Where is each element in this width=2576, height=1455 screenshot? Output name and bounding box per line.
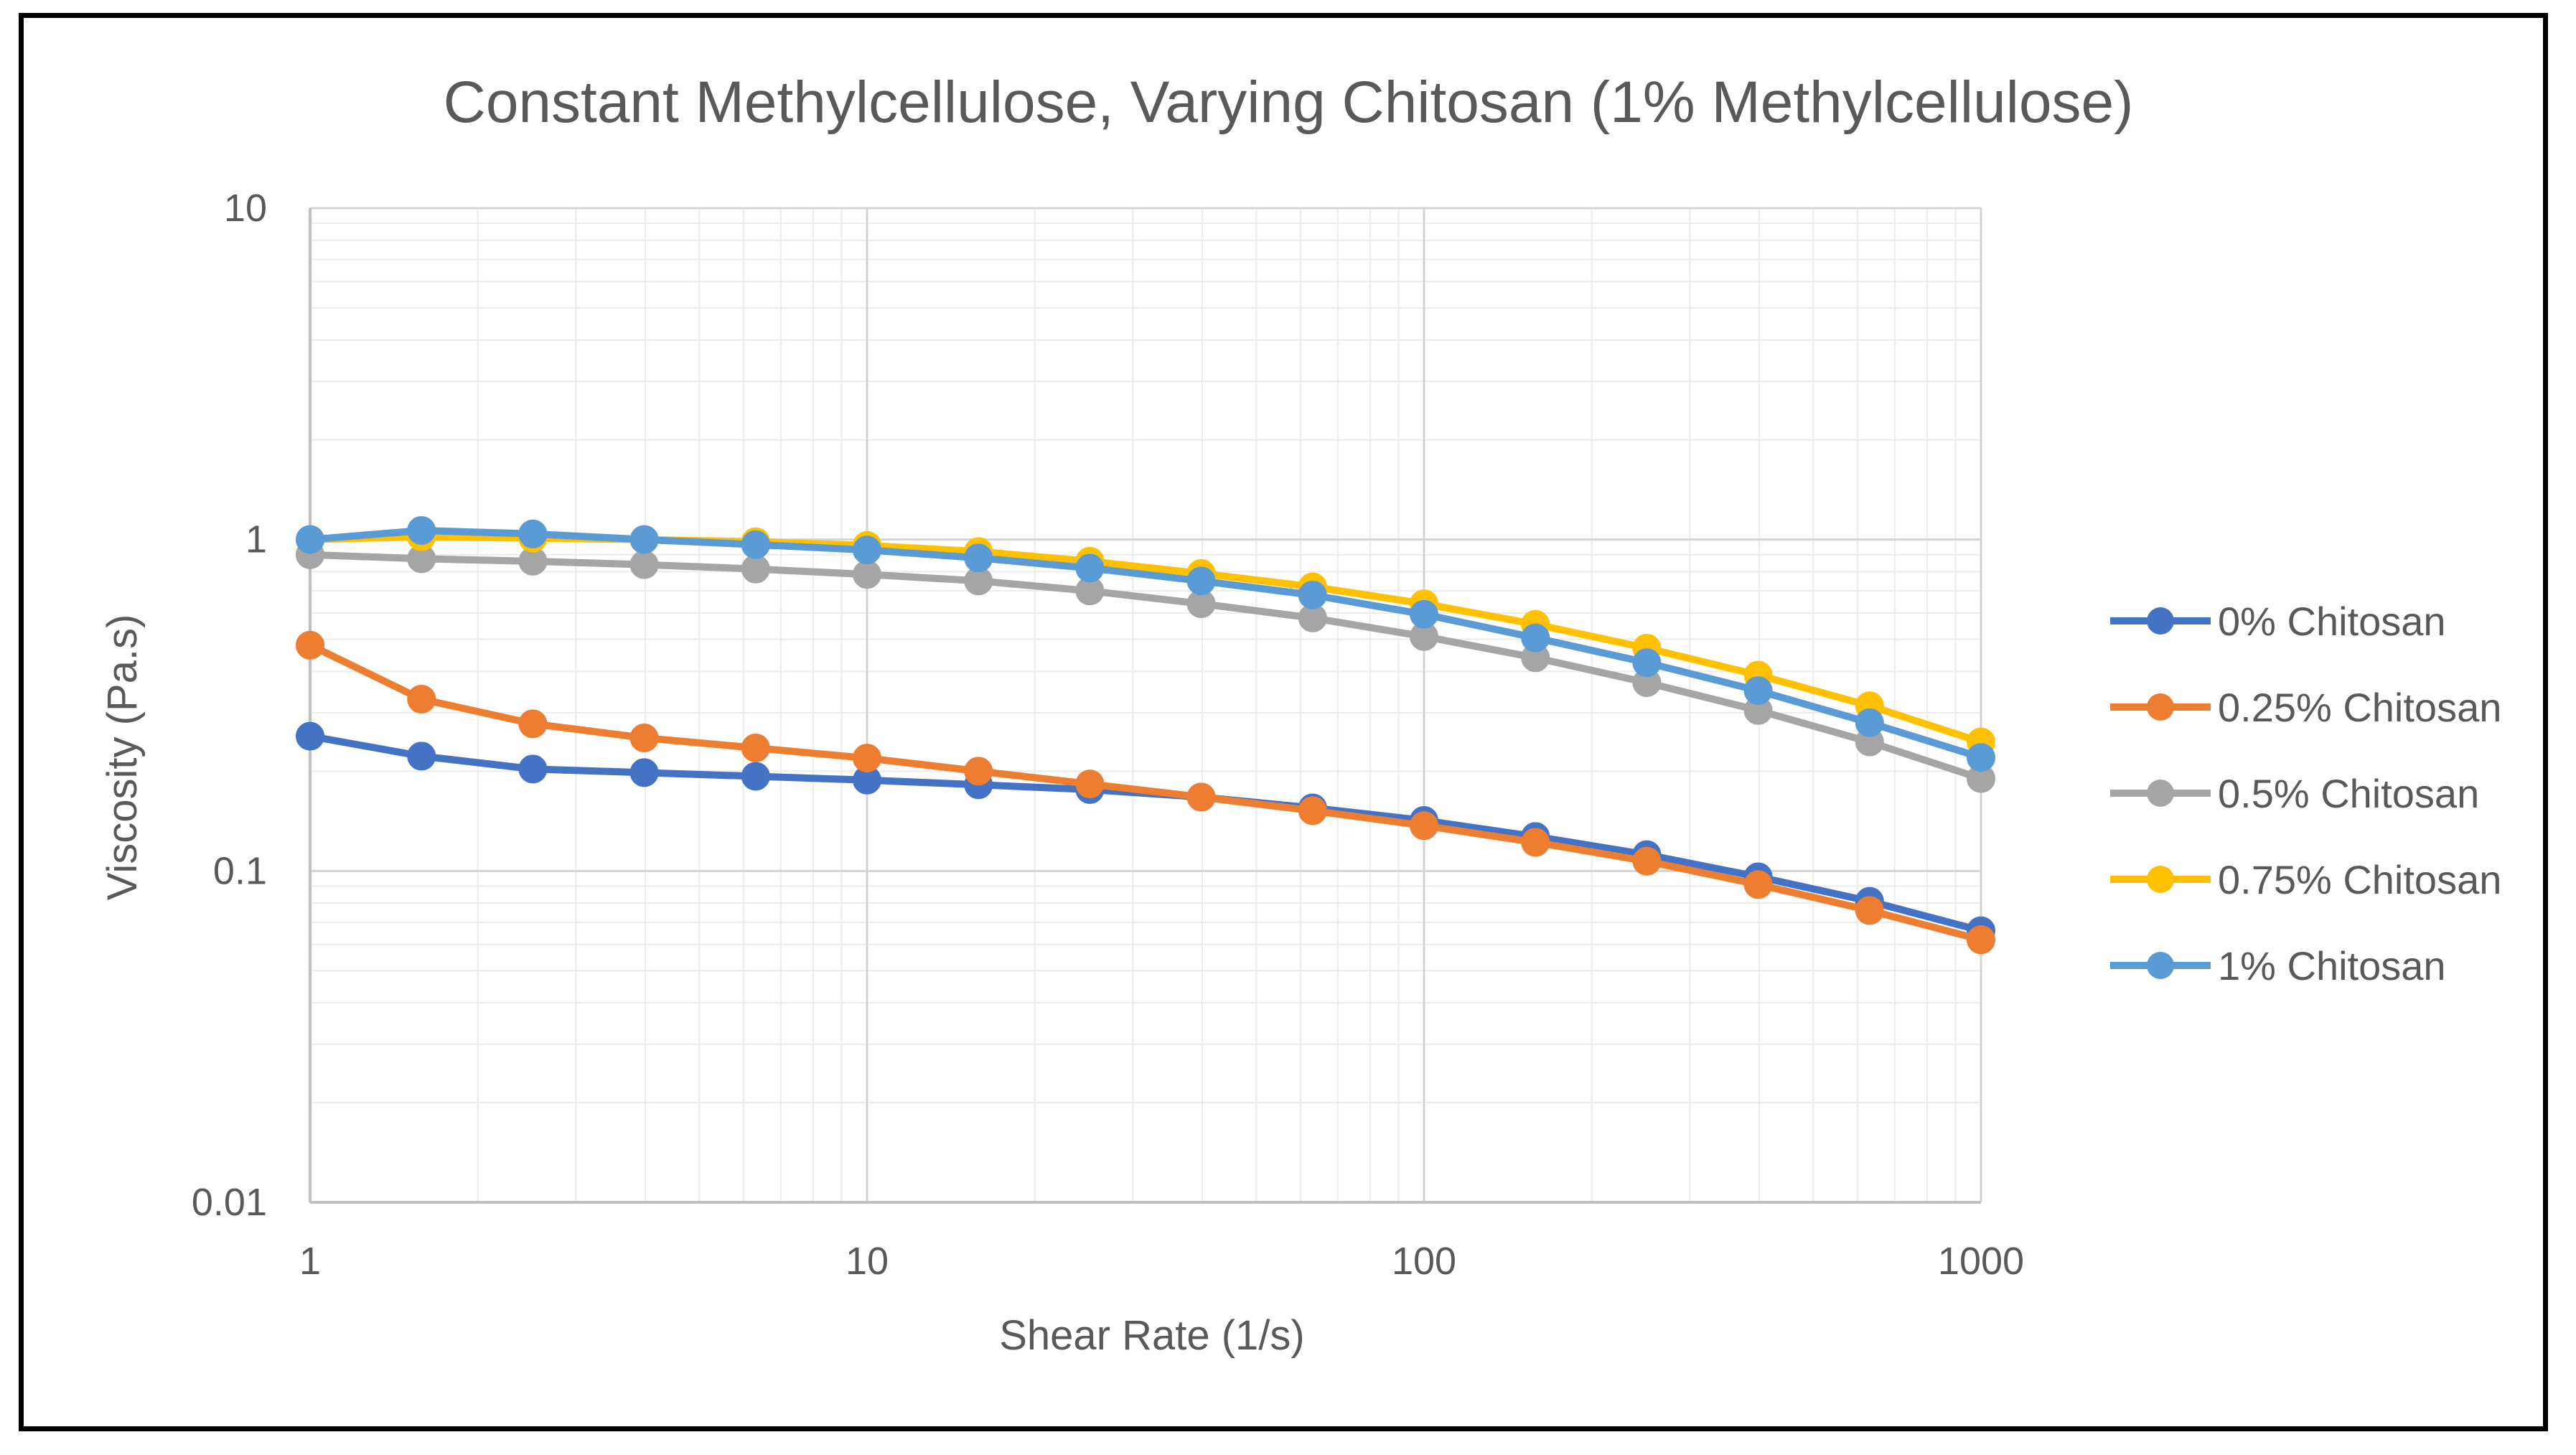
data-point: [741, 734, 770, 763]
data-point: [1632, 648, 1662, 678]
chart-title: Constant Methylcellulose, Varying Chitos…: [444, 70, 2134, 135]
data-point: [1410, 811, 1438, 841]
data-point: [518, 754, 548, 784]
legend-label: 0% Chitosan: [2218, 599, 2446, 644]
data-point: [1743, 870, 1773, 899]
data-point: [407, 741, 436, 771]
y-tick-label: 0.1: [213, 849, 267, 892]
data-point: [1186, 782, 1216, 812]
data-point: [741, 530, 770, 559]
data-point: [853, 744, 881, 773]
y-tick-label: 10: [224, 187, 267, 230]
legend-label: 0.75% Chitosan: [2218, 857, 2501, 902]
legend-label: 0.5% Chitosan: [2218, 771, 2479, 816]
legend-item: 0% Chitosan: [2110, 599, 2446, 644]
series-0-25-chitosan: [296, 630, 1995, 955]
legend-marker: [2147, 693, 2174, 721]
data-point: [1410, 599, 1438, 629]
series-line: [309, 551, 1982, 782]
series-0-5-chitosan: [296, 540, 1995, 793]
data-point: [407, 684, 436, 714]
x-tick-label: 1: [299, 1240, 321, 1283]
data-point: [741, 554, 770, 584]
data-point: [1298, 580, 1327, 609]
data-point: [964, 757, 993, 786]
legend-item: 0.75% Chitosan: [2110, 857, 2501, 902]
series-layer: [296, 516, 1995, 955]
data-point: [518, 709, 548, 739]
legend-marker: [2147, 607, 2174, 635]
data-point: [407, 516, 436, 546]
series-line: [309, 527, 1982, 761]
legend-item: 1% Chitosan: [2110, 943, 2446, 988]
data-point: [629, 550, 659, 579]
data-point: [1855, 896, 1884, 925]
x-tick-label: 100: [1392, 1240, 1456, 1283]
legend: 0% Chitosan 0.25% Chitosan 0.5% Chitosan 0.…: [2110, 599, 2501, 988]
series-line: [309, 732, 1982, 935]
x-tick-label: 1000: [1938, 1240, 2024, 1283]
data-point: [1075, 553, 1105, 583]
legend-item: 0.25% Chitosan: [2110, 685, 2501, 730]
data-point: [853, 560, 881, 589]
data-point: [296, 721, 324, 751]
data-point: [518, 519, 548, 548]
legend-marker: [2147, 780, 2174, 807]
data-point: [853, 535, 881, 565]
data-point: [1298, 796, 1327, 825]
series-line: [308, 642, 1982, 944]
legend-marker: [2147, 952, 2174, 979]
data-point: [1186, 566, 1216, 596]
data-point: [1521, 828, 1550, 857]
data-point: [629, 724, 659, 753]
data-point: [964, 543, 993, 573]
legend-marker: [2147, 866, 2174, 893]
y-tick-label: 1: [245, 518, 267, 561]
legend-label: 0.25% Chitosan: [2218, 685, 2501, 730]
y-tick-label: 0.01: [192, 1181, 267, 1224]
data-point: [1521, 623, 1550, 652]
data-point: [1967, 743, 1995, 772]
data-point: [1967, 925, 1995, 955]
data-point: [629, 758, 659, 787]
chart-frame: [19, 13, 2548, 1431]
data-point: [296, 525, 324, 554]
data-point: [1855, 708, 1884, 737]
legend-label: 1% Chitosan: [2218, 943, 2446, 988]
x-tick-label: 10: [846, 1240, 889, 1283]
data-point: [741, 762, 770, 791]
y-axis-title: Viscosity (Pa.s): [99, 614, 146, 901]
data-point: [296, 630, 324, 660]
data-point: [1632, 846, 1662, 876]
data-point: [1075, 769, 1105, 799]
x-axis-title: Shear Rate (1/s): [999, 1312, 1305, 1359]
axes: 1 10 100 1000 0.01 0.1 1 10: [192, 187, 2024, 1283]
data-point: [629, 525, 659, 554]
legend-item: 0.5% Chitosan: [2110, 771, 2479, 816]
series-0-chitosan: [296, 721, 1995, 945]
data-point: [1743, 676, 1773, 706]
series-1-chitosan: [296, 516, 1995, 772]
